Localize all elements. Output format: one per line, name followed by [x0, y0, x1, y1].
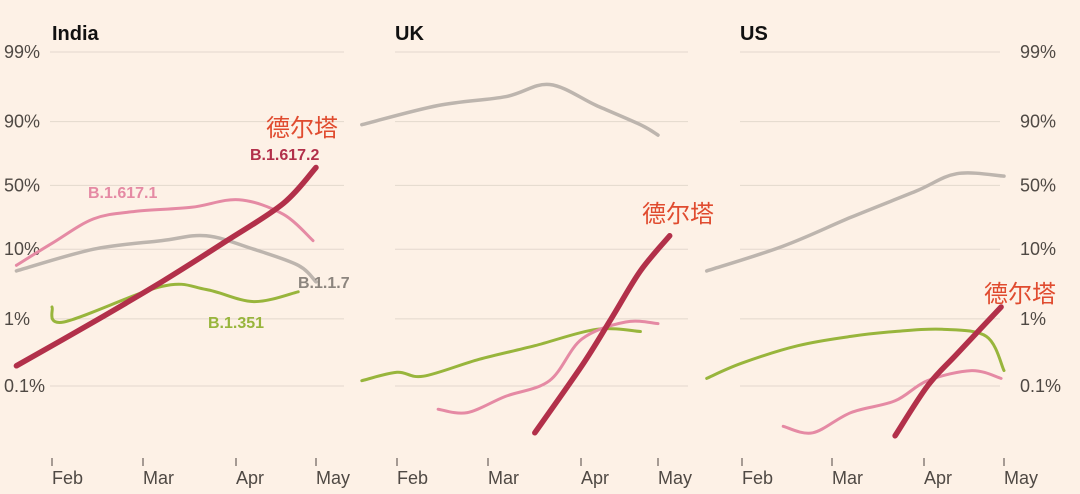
delta-annotation: 德尔塔	[642, 201, 714, 228]
series-line-b-1-617-2	[532, 233, 673, 436]
y-tick-label: 1%	[4, 309, 30, 329]
x-tick-label: Feb	[742, 468, 773, 488]
x-tick-label: May	[1004, 468, 1038, 488]
y-tick-label: 1%	[1020, 309, 1046, 329]
panel-us: 99% 90% 50% 10% 1% 0.1% Feb Mar Apr May US 德尔塔	[704, 23, 1061, 488]
y-tick-label: 50%	[4, 175, 40, 195]
delta-annotation: 德尔塔	[266, 115, 338, 142]
series-line-b-1-617-2	[13, 164, 319, 369]
series-label: B.1.351	[208, 315, 264, 332]
x-tick-label: Mar	[488, 468, 519, 488]
x-tick-label: Mar	[832, 468, 863, 488]
series-line-b-1-351	[50, 282, 300, 324]
panel-title: US	[740, 23, 768, 45]
x-tick-label: Feb	[397, 468, 428, 488]
y-tick-label: 0.1%	[1020, 376, 1061, 396]
x-tick-label: May	[658, 468, 692, 488]
panel-title: India	[52, 23, 100, 45]
series-line-b-1-1-7	[360, 82, 660, 137]
y-tick-label: 50%	[1020, 175, 1056, 195]
series-line-b-1-617-1	[781, 369, 1003, 435]
y-tick-label: 99%	[4, 42, 40, 62]
panel-uk: Feb Mar Apr May UK 德尔塔	[360, 23, 714, 488]
series-label: B.1.617.2	[250, 147, 319, 164]
x-tick-label: Apr	[236, 468, 264, 488]
y-tick-label: 90%	[4, 112, 40, 132]
x-tick-label: Mar	[143, 468, 174, 488]
x-tick-label: Apr	[581, 468, 609, 488]
x-tick-label: May	[316, 468, 350, 488]
series-label: B.1.617.1	[88, 185, 157, 202]
panel-india: 99% 90% 50% 10% 1% 0.1% Feb Mar Apr May India 德尔塔 B.…	[4, 23, 350, 488]
y-tick-label: 90%	[1020, 112, 1056, 132]
series-line-b-1-617-2	[892, 304, 1004, 439]
y-tick-label: 0.1%	[4, 376, 45, 396]
series-line-b-1-617-1	[14, 198, 315, 267]
panel-title: UK	[395, 23, 424, 45]
series-line-b-1-351	[705, 327, 1006, 380]
x-tick-label: Apr	[924, 468, 952, 488]
series-line-b-1-617-1	[436, 319, 660, 415]
y-tick-label: 99%	[1020, 42, 1056, 62]
y-tick-label: 10%	[4, 239, 40, 259]
delta-annotation: 德尔塔	[984, 281, 1056, 308]
x-tick-label: Feb	[52, 468, 83, 488]
series-line-b-1-1-7	[14, 233, 318, 284]
y-tick-label: 10%	[1020, 239, 1056, 259]
series-line-b-1-1-7	[704, 171, 1006, 273]
series-label: B.1.1.7	[298, 275, 350, 292]
